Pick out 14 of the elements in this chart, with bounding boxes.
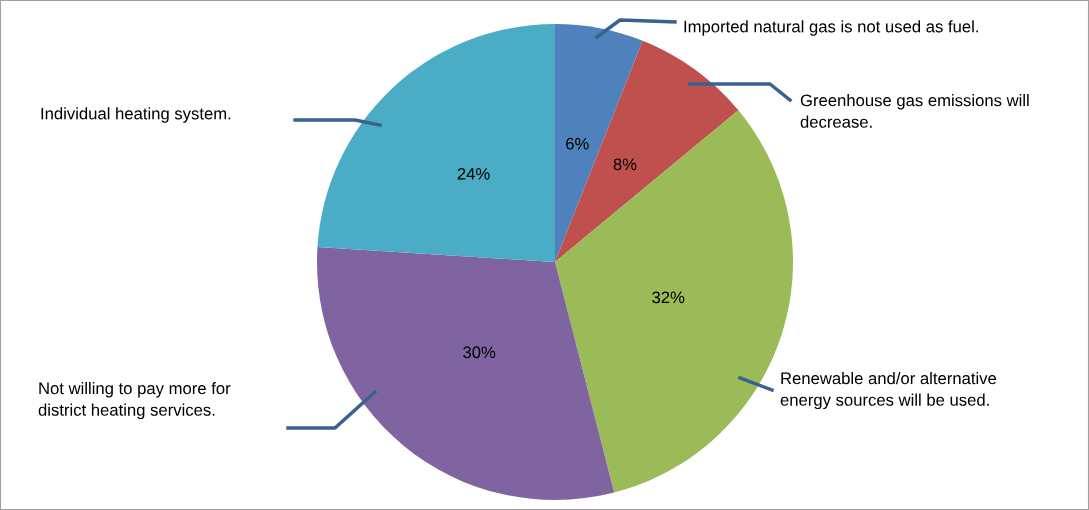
pie-slice <box>555 24 643 262</box>
slice-label: Renewable and/or alternative energy sources will be used. <box>780 372 997 410</box>
pie-slice <box>317 24 555 262</box>
slice-label: Not willing to pay more for district heating services. <box>38 382 231 420</box>
slice-label: Imported natural gas is not used as fuel. <box>684 20 978 36</box>
slice-label: Individual heating system. <box>41 107 231 123</box>
pie-slice <box>555 40 739 262</box>
slice-label: Greenhouse gas emissions will decrease. <box>800 94 1029 128</box>
data-label: 8% <box>613 158 637 171</box>
data-label: 6% <box>566 137 589 150</box>
data-label: 30% <box>463 346 496 359</box>
pie-slice <box>317 247 615 500</box>
data-label: 32% <box>652 291 685 304</box>
data-label: 24% <box>457 167 490 180</box>
